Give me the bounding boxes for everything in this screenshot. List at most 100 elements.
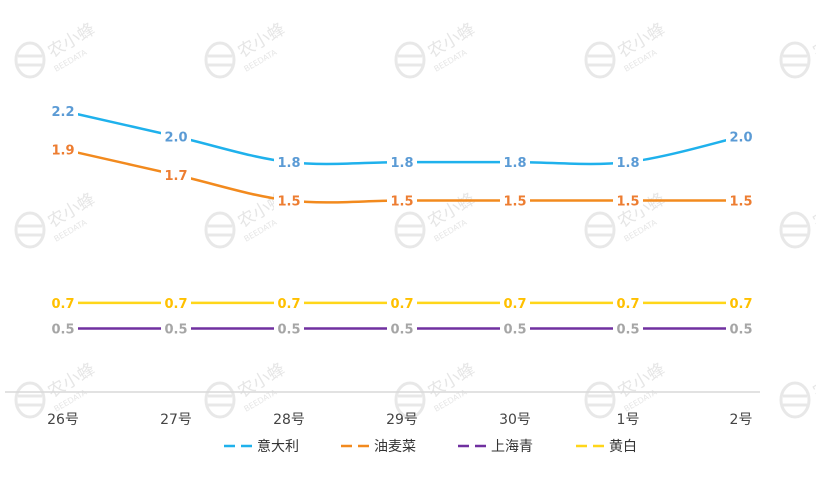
data-label: 0.5: [390, 323, 413, 338]
data-label: 0.7: [164, 297, 187, 312]
data-label: 1.5: [390, 195, 413, 210]
data-label: 0.7: [729, 297, 752, 312]
bee-body-icon: [584, 211, 616, 249]
data-label-background: [274, 153, 304, 172]
series-group: 1.9 1.7 1.5 1.5 1.5 1.5 1.5: [48, 140, 756, 210]
data-label: 1.5: [503, 195, 526, 210]
data-label-background: [48, 140, 78, 159]
series-layer: 2.22.01.8 1.8 1.8 1.82.01.91.71.5 1.5 1.5 1.5 1…: [48, 101, 756, 338]
series-group: 0.7 0.7 0.7 0.7 0.7 0.7 0.7: [48, 293, 756, 312]
bee-body-icon: [14, 381, 46, 419]
legend-item: 上海青: [458, 439, 533, 455]
data-label-background: [726, 319, 756, 338]
bee-body-icon: [204, 381, 236, 419]
bee-body-icon: [779, 211, 811, 249]
data-label-background: [726, 293, 756, 312]
data-label: 2.2: [51, 105, 74, 120]
x-tick-label: 28号: [273, 412, 305, 428]
data-label-background: [387, 319, 417, 338]
data-label-background: [387, 293, 417, 312]
x-tick-label: 1号: [617, 412, 640, 428]
bee-body-icon: [14, 41, 46, 79]
x-axis-ticks: 26号 27号 28号 29号 30号 1号 2号: [47, 412, 752, 428]
data-label: 1.8: [503, 156, 526, 171]
data-label: 0.5: [616, 323, 639, 338]
data-label: 1.8: [616, 156, 639, 171]
data-label: 1.9: [51, 143, 74, 158]
bee-body-icon: [394, 41, 426, 79]
data-label: 1.5: [277, 195, 300, 210]
data-label-background: [500, 153, 530, 172]
data-label-background: [726, 191, 756, 210]
data-label-background: [274, 293, 304, 312]
data-label: 0.5: [164, 323, 187, 338]
data-label-background: [161, 165, 191, 184]
data-label-background: [726, 127, 756, 146]
bee-body-icon: [394, 381, 426, 419]
data-label-background: [274, 191, 304, 210]
data-label-background: [48, 101, 78, 120]
bee-body-icon: [204, 41, 236, 79]
data-label-background: [161, 127, 191, 146]
data-label-background: [387, 153, 417, 172]
bee-body-icon: [14, 211, 46, 249]
data-label-background: [613, 293, 643, 312]
data-label-background: [274, 319, 304, 338]
x-tick-label: 26号: [47, 412, 79, 428]
x-tick-label: 27号: [160, 412, 192, 428]
data-label: 1.5: [729, 195, 752, 210]
legend-label: 意大利: [257, 438, 299, 455]
data-label-background: [48, 293, 78, 312]
x-tick-label: 30号: [499, 412, 531, 428]
bee-body-icon: [779, 381, 811, 419]
bee-body-icon: [204, 211, 236, 249]
data-label-background: [613, 191, 643, 210]
data-label: 0.5: [503, 323, 526, 338]
watermark-logo-text: 农小蜂: [810, 20, 816, 63]
data-label-background: [613, 319, 643, 338]
data-label-background: [500, 293, 530, 312]
legend-label: 油麦菜: [374, 439, 416, 455]
data-label: 0.5: [729, 323, 752, 338]
data-label: 0.5: [277, 323, 300, 338]
data-label: 0.7: [277, 297, 300, 312]
x-tick-label: 2号: [730, 412, 753, 428]
legend-label: 上海青: [491, 439, 533, 455]
data-label: 0.7: [51, 297, 74, 312]
data-label-background: [48, 319, 78, 338]
legend-item: 黄白: [576, 438, 637, 455]
series-group: 0.5 0.5 0.5 0.5 0.5 0.5 0.5: [48, 319, 756, 338]
legend-label: 黄白: [609, 438, 637, 455]
series-group: 2.2 2.0 1.8 1.8 1.8 1.8 2.0: [48, 101, 756, 172]
data-label: 1.8: [277, 156, 300, 171]
data-label-background: [613, 153, 643, 172]
data-label: 1.7: [164, 169, 187, 184]
data-label: 2.0: [729, 131, 752, 146]
bee-body-icon: [394, 211, 426, 249]
data-label-background: [500, 191, 530, 210]
watermark-logo-text: 农小蜂: [810, 360, 816, 403]
data-label: 2.0: [164, 131, 187, 146]
data-label: 0.5: [51, 323, 74, 338]
watermark-logo-text: 农小蜂: [810, 190, 816, 233]
bee-body-icon: [584, 381, 616, 419]
data-label-background: [387, 191, 417, 210]
bee-body-icon: [584, 41, 616, 79]
x-tick-label: 29号: [386, 412, 418, 428]
legend: 意大利 油麦菜 上海青 黄白: [224, 438, 637, 455]
data-label: 0.7: [390, 297, 413, 312]
data-label-background: [500, 319, 530, 338]
